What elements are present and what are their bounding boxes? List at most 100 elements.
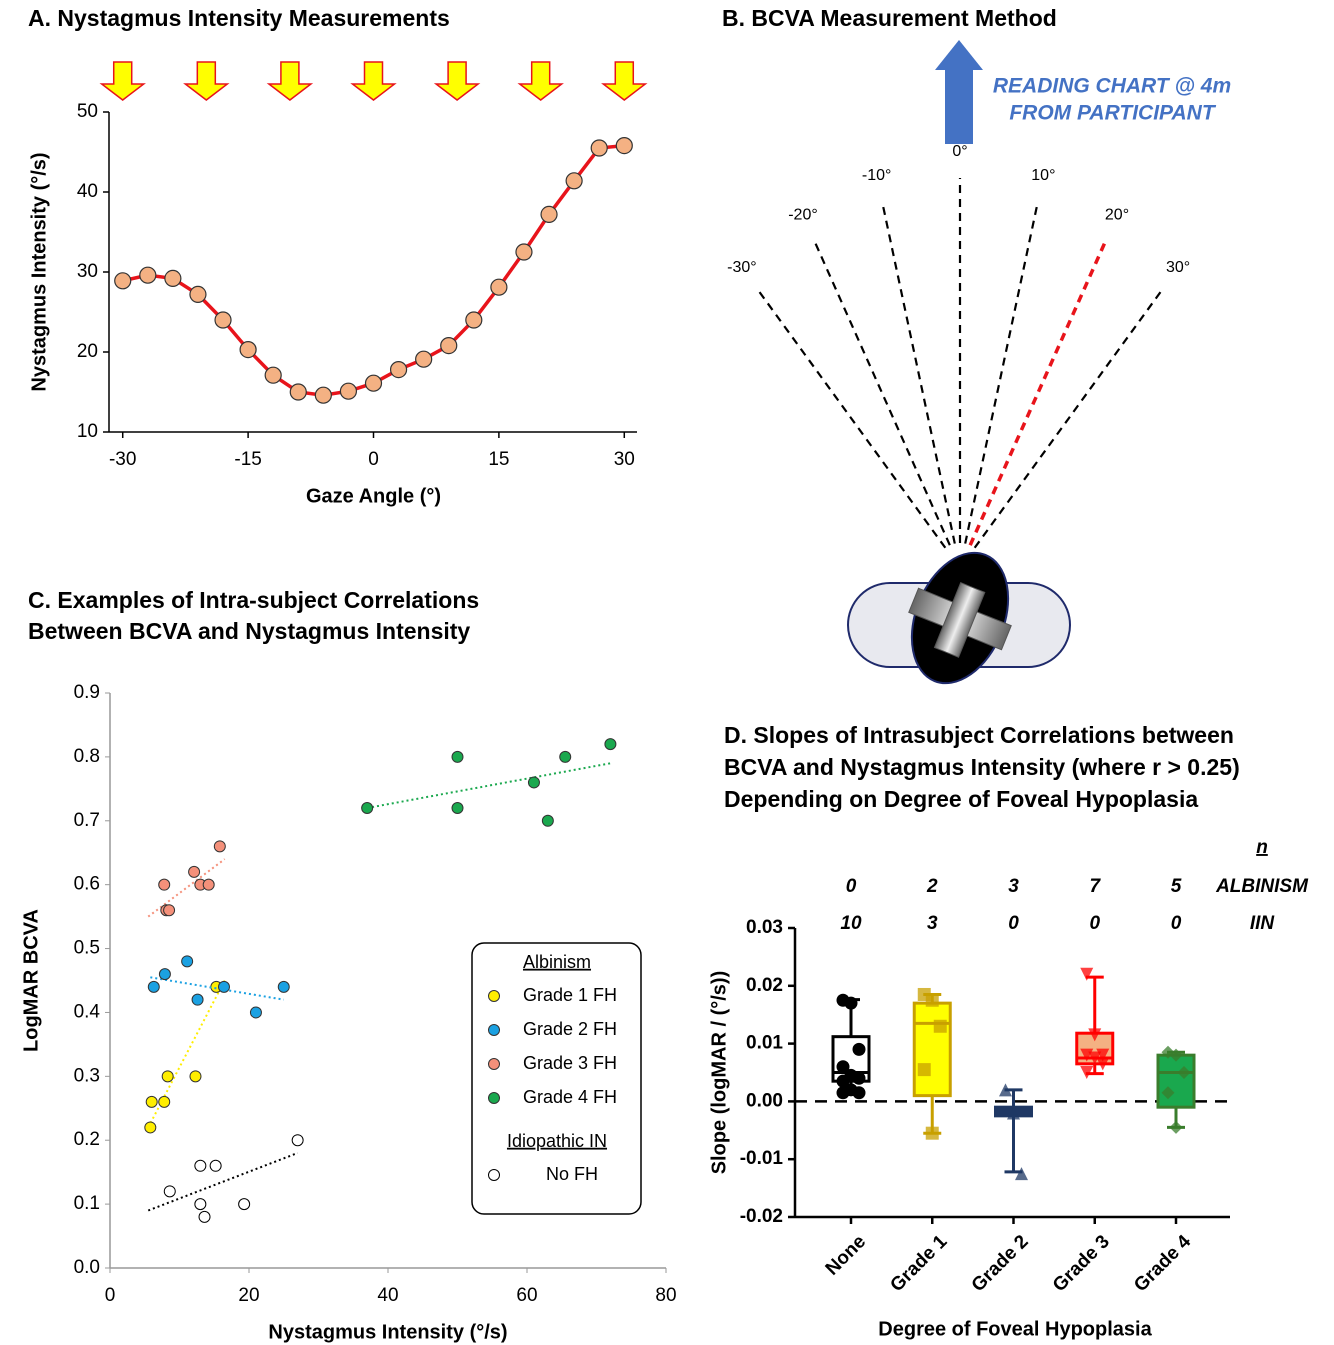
count: 0 (1089, 913, 1100, 934)
y-tick-label: 0.4 (74, 1001, 101, 1022)
y-tick-label: 0.0 (74, 1257, 100, 1278)
data-point (440, 337, 458, 355)
data-point (114, 272, 132, 290)
data-point (239, 341, 257, 359)
legend-marker (488, 1058, 500, 1070)
y-tick-label: -0.01 (740, 1148, 784, 1169)
legend-marker (488, 990, 500, 1002)
data-point (925, 1126, 939, 1140)
x-tick-label: 80 (655, 1285, 676, 1306)
y-tick-label: 40 (77, 181, 98, 202)
legend-group-title: Idiopathic IN (507, 1131, 607, 1151)
data-point (209, 1159, 222, 1172)
y-tick-label: 0.8 (74, 746, 100, 767)
legend-label: No FH (546, 1164, 598, 1184)
data-point (451, 750, 464, 763)
data-point (1080, 967, 1094, 981)
x-tick-label: -30 (109, 449, 136, 470)
data-point (565, 172, 583, 190)
legend-marker (488, 1092, 500, 1104)
data-point (933, 1019, 947, 1033)
data-point (264, 366, 282, 384)
angle-label: -20° (788, 207, 818, 224)
data-point (158, 968, 171, 981)
data-point (559, 750, 572, 763)
count: 0 (1008, 913, 1019, 934)
data-point (361, 802, 374, 814)
gaze-direction (756, 288, 947, 549)
data-point (1088, 1028, 1102, 1042)
box (1156, 1053, 1196, 1109)
data-point (844, 996, 858, 1010)
chart-title: C. Examples of Intra-subject Correlation… (28, 587, 479, 613)
gaze-direction (968, 238, 1109, 546)
data-point (147, 980, 160, 993)
data-point (1080, 1066, 1094, 1079)
data-point (191, 993, 204, 1006)
data-point (289, 383, 307, 401)
count: 5 (1171, 876, 1182, 897)
chart-title: Depending on Degree of Foveal Hypoplasia (724, 786, 1198, 812)
data-point (615, 137, 633, 155)
count: 0 (846, 876, 857, 897)
legend-group-title: Albinism (523, 952, 591, 972)
count: 7 (1089, 876, 1101, 897)
count: 0 (1171, 913, 1182, 934)
x-tick-label: Grade 3 (1049, 1231, 1114, 1296)
data-point (917, 1063, 931, 1077)
data-point (540, 205, 558, 223)
data-point (836, 1086, 850, 1100)
data-point (163, 1185, 176, 1198)
angle-label: 20° (1105, 207, 1129, 224)
data-point (188, 865, 201, 878)
data-point (999, 1083, 1012, 1097)
y-tick-label: 50 (77, 101, 98, 122)
data-point (925, 993, 939, 1007)
data-point (158, 878, 171, 891)
data-point (852, 1086, 866, 1100)
data-point (158, 1095, 171, 1108)
legend-label: Grade 1 FH (523, 985, 617, 1005)
chart-title: A. Nystagmus Intensity Measurements (28, 5, 450, 31)
x-tick-label: 60 (516, 1285, 537, 1306)
y-tick-label: 0.9 (74, 682, 100, 703)
y-axis-label: Slope (logMAR / (°/s)) (708, 971, 730, 1175)
data-point (415, 350, 433, 368)
data-point (527, 776, 540, 789)
data-line (122, 143, 625, 397)
gaze-arrow (183, 61, 230, 101)
data-point (1015, 1167, 1028, 1181)
gaze-arrow (99, 61, 146, 101)
gaze-arrow (266, 61, 314, 101)
gaze-direction (964, 200, 1040, 544)
annotation: READING CHART @ 4m (993, 75, 1231, 98)
trend-line (147, 858, 226, 918)
data-point (202, 878, 215, 891)
count: 3 (927, 913, 938, 934)
data-point (339, 382, 358, 400)
x-tick-label: 40 (377, 1285, 398, 1306)
chart-title: D. Slopes of Intrasubject Correlations b… (724, 722, 1234, 748)
data-point (604, 738, 617, 751)
arrow-shaft (945, 68, 973, 144)
x-axis-label: Degree of Foveal Hypoplasia (878, 1318, 1152, 1340)
x-tick-label: 20 (238, 1285, 259, 1306)
y-tick-label: 0.3 (74, 1065, 100, 1086)
data-point (144, 1121, 157, 1134)
data-point (161, 1070, 174, 1083)
x-tick-label: 15 (488, 449, 509, 470)
gaze-arrow (350, 61, 397, 101)
data-point (163, 904, 176, 917)
angle-label: 0° (952, 143, 967, 160)
data-point (189, 285, 207, 303)
y-tick-label: 10 (77, 421, 98, 442)
count-row-label: ALBINISM (1215, 876, 1309, 897)
x-axis-label: Nystagmus Intensity (°/s) (268, 1321, 507, 1343)
data-point (852, 1042, 866, 1056)
data-point (291, 1134, 304, 1147)
y-tick-label: 0.5 (74, 938, 100, 959)
data-point (314, 386, 332, 404)
data-point (1161, 1086, 1175, 1100)
y-tick-label: 0.01 (746, 1033, 783, 1054)
